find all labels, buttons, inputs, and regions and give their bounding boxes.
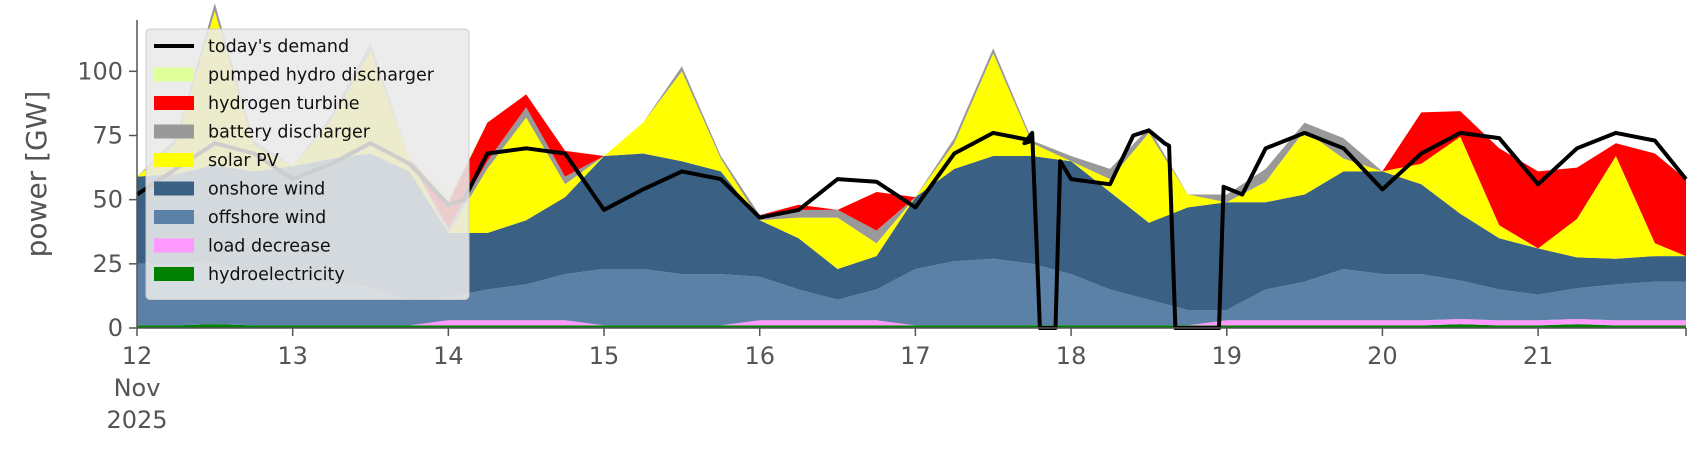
legend-swatch	[154, 67, 194, 82]
x-tick-label: Nov	[114, 374, 161, 402]
x-tick-label: 16	[744, 342, 775, 370]
legend-label: battery discharger	[208, 123, 371, 143]
area-solar-pv	[137, 11, 1686, 269]
legend-label: hydroelectricity	[208, 265, 345, 285]
legend-swatch	[154, 96, 194, 110]
y-axis-ticks: 0 25 50 75 100	[77, 57, 137, 342]
area-offshore-wind	[137, 258, 1686, 326]
legend-swatch	[154, 124, 194, 139]
x-tick-label: 19	[1211, 342, 1242, 370]
legend-swatch	[154, 210, 194, 224]
legend-label: hydrogen turbine	[208, 94, 360, 114]
x-tick-label: 17	[900, 342, 931, 370]
y-tick-label: 25	[92, 250, 123, 278]
legend-swatch	[154, 267, 194, 281]
x-tick-label: 20	[1367, 342, 1398, 370]
legend-label: onshore wind	[208, 180, 325, 200]
area-hydrogen-turbine	[137, 3, 1686, 257]
legend-swatch	[154, 181, 194, 196]
legend-swatch	[154, 238, 194, 253]
area-hydroelectricity	[137, 324, 1686, 328]
x-tick-label: 12	[122, 342, 153, 370]
y-tick-label: 50	[92, 186, 123, 214]
x-axis-ticks: 12 Nov 2025 13 14 15 16 17 18 19 20 21	[106, 328, 1687, 434]
legend-box	[145, 28, 470, 300]
x-tick-label: 21	[1523, 342, 1554, 370]
area-onshore-wind	[137, 153, 1686, 310]
x-tick-label: 14	[433, 342, 464, 370]
x-tick-label: 15	[589, 342, 620, 370]
y-tick-label: 75	[92, 122, 123, 150]
legend: today's demand pumped hydro discharger hyd…	[145, 28, 470, 300]
y-tick-label: 0	[108, 314, 123, 342]
x-tick-label: 18	[1056, 342, 1087, 370]
x-tick-label: 2025	[106, 406, 167, 434]
legend-swatch	[154, 153, 194, 167]
legend-label: offshore wind	[208, 208, 326, 228]
legend-label: pumped hydro discharger	[208, 66, 435, 86]
y-tick-label: 100	[77, 57, 123, 85]
legend-label: solar PV	[208, 151, 279, 171]
area-load-decrease	[137, 319, 1686, 326]
x-tick-label: 13	[277, 342, 308, 370]
plot-area	[137, 3, 1686, 328]
legend-label: load decrease	[208, 237, 331, 257]
y-axis-label: power [GW]	[20, 91, 53, 258]
legend-label: today's demand	[208, 37, 349, 57]
